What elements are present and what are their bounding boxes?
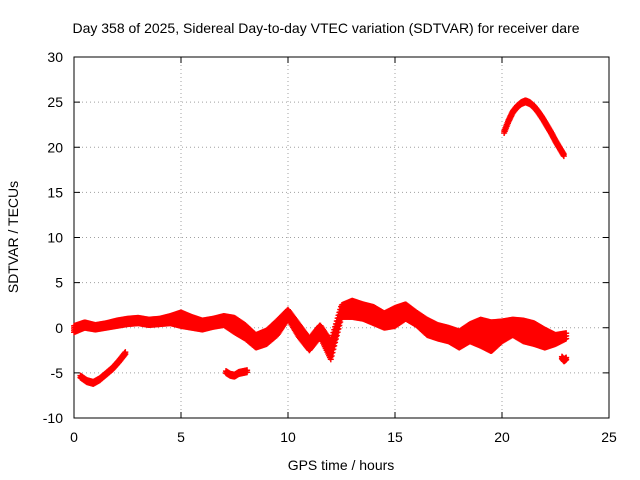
y-tick-label: 0 [55, 320, 63, 336]
y-tick-label: 10 [47, 230, 63, 246]
y-tick-label: 30 [47, 49, 63, 65]
x-axis-title: GPS time / hours [288, 457, 395, 473]
y-tick-label: 5 [55, 275, 63, 291]
x-tick-label: 10 [280, 429, 296, 445]
y-axis-title: SDTVAR / TECUs [5, 181, 21, 293]
y-tick-label: 15 [47, 184, 63, 200]
y-tick-label: 25 [47, 94, 63, 110]
x-tick-label: 0 [70, 429, 78, 445]
y-tick-label: -5 [51, 365, 64, 381]
y-tick-label: 20 [47, 139, 63, 155]
y-tick-label: -10 [43, 410, 63, 426]
chart-title: Day 358 of 2025, Sidereal Day-to-day VTE… [72, 20, 579, 36]
axis-ticks: 0 5 10 15 20 25 -10 -5 0 5 10 15 20 25 30 [43, 49, 617, 445]
grid-lines [74, 57, 609, 418]
x-tick-label: 25 [601, 429, 617, 445]
x-tick-label: 15 [387, 429, 403, 445]
x-tick-label: 5 [177, 429, 185, 445]
data-points [71, 97, 570, 387]
x-tick-label: 20 [494, 429, 510, 445]
